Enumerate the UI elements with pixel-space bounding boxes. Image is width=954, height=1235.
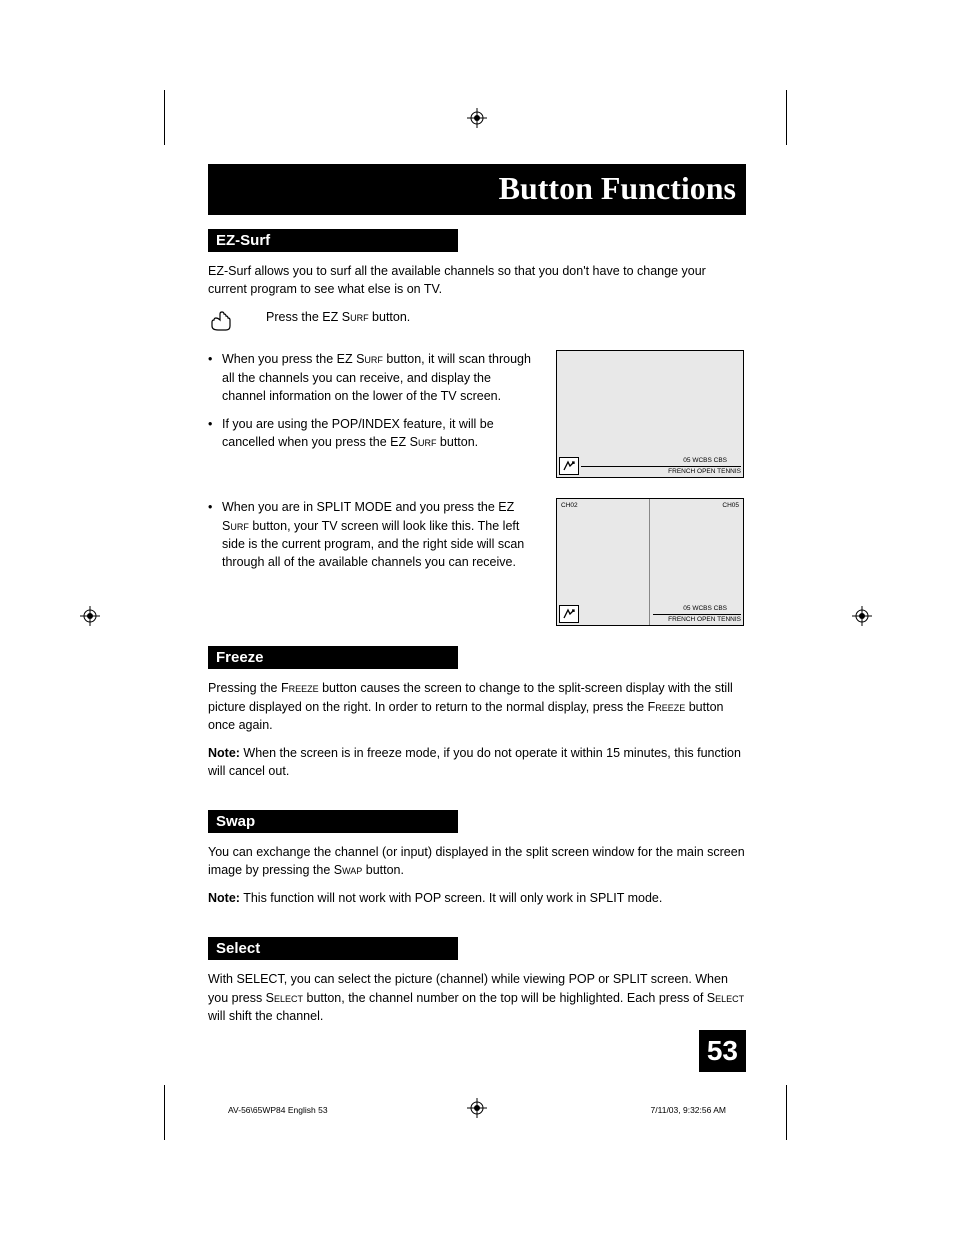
note-label: Note: <box>208 891 240 905</box>
footer-right: 7/11/03, 9:32:56 AM <box>651 1105 726 1115</box>
section-heading-swap: Swap <box>208 810 458 833</box>
registration-mark-icon <box>852 606 872 626</box>
freeze-text: Pressing the Freeze button causes the sc… <box>208 679 746 733</box>
press-instruction: Press the EZ Surf button. <box>208 308 746 336</box>
registration-mark-icon <box>467 108 487 128</box>
tv-info-line2: FRENCH OPEN TENNIS <box>581 468 741 476</box>
swap-text: You can exchange the channel (or input) … <box>208 843 746 879</box>
page-number: 53 <box>699 1030 746 1072</box>
page-title: Button Functions <box>208 164 746 215</box>
bullet-item: When you press the EZ Surf button, it wi… <box>208 350 536 404</box>
ezsurf-bullets-2: When you are in SPLIT MODE and you press… <box>208 498 536 571</box>
tv-info-line1: 05 WCBS CBS <box>581 457 741 467</box>
note-label: Note: <box>208 746 240 760</box>
crop-mark <box>164 90 165 145</box>
select-text: With SELECT, you can select the picture … <box>208 970 746 1024</box>
freeze-note: Note: When the screen is in freeze mode,… <box>208 744 746 780</box>
bullet-item: If you are using the POP/INDEX feature, … <box>208 415 536 451</box>
press-prefix: Press the EZ <box>266 310 342 324</box>
registration-mark-icon <box>467 1098 487 1118</box>
ezsurf-bullets-1: When you press the EZ Surf button, it wi… <box>208 350 536 451</box>
registration-mark-icon <box>80 606 100 626</box>
tv-ch-right: CH05 <box>722 502 739 509</box>
tv-info: 05 WCBS CBS FRENCH OPEN TENNIS <box>653 605 741 624</box>
tv-info-line2: FRENCH OPEN TENNIS <box>653 616 741 624</box>
hand-press-icon <box>208 308 236 335</box>
page-body: Button Functions EZ-Surf EZ-Surf allows … <box>208 164 746 1035</box>
press-sc: Surf <box>342 310 369 324</box>
tv-info: 05 WCBS CBS FRENCH OPEN TENNIS <box>581 457 741 476</box>
section-heading-freeze: Freeze <box>208 646 458 669</box>
tv-surf-icon <box>559 457 579 475</box>
footer-left: AV-56\65WP84 English 53 <box>228 1105 328 1115</box>
press-suffix: button. <box>369 310 411 324</box>
tv-surf-icon <box>559 605 579 623</box>
crop-mark <box>164 1085 165 1140</box>
bullet-item: When you are in SPLIT MODE and you press… <box>208 498 536 571</box>
press-text: Press the EZ Surf button. <box>266 308 410 326</box>
tv-info-line1: 05 WCBS CBS <box>653 605 741 615</box>
crop-mark <box>786 90 787 145</box>
section-heading-ezsurf: EZ-Surf <box>208 229 458 252</box>
tv-ch-left: CH02 <box>561 502 578 509</box>
section-heading-select: Select <box>208 937 458 960</box>
crop-mark <box>786 1085 787 1140</box>
tv-diagram-split: CH02 CH05 05 WCBS CBS FRENCH OPEN TENNIS <box>556 498 744 626</box>
ezsurf-intro: EZ-Surf allows you to surf all the avail… <box>208 262 746 298</box>
swap-note: Note: This function will not work with P… <box>208 889 746 907</box>
tv-diagram-single: 05 WCBS CBS FRENCH OPEN TENNIS <box>556 350 744 478</box>
